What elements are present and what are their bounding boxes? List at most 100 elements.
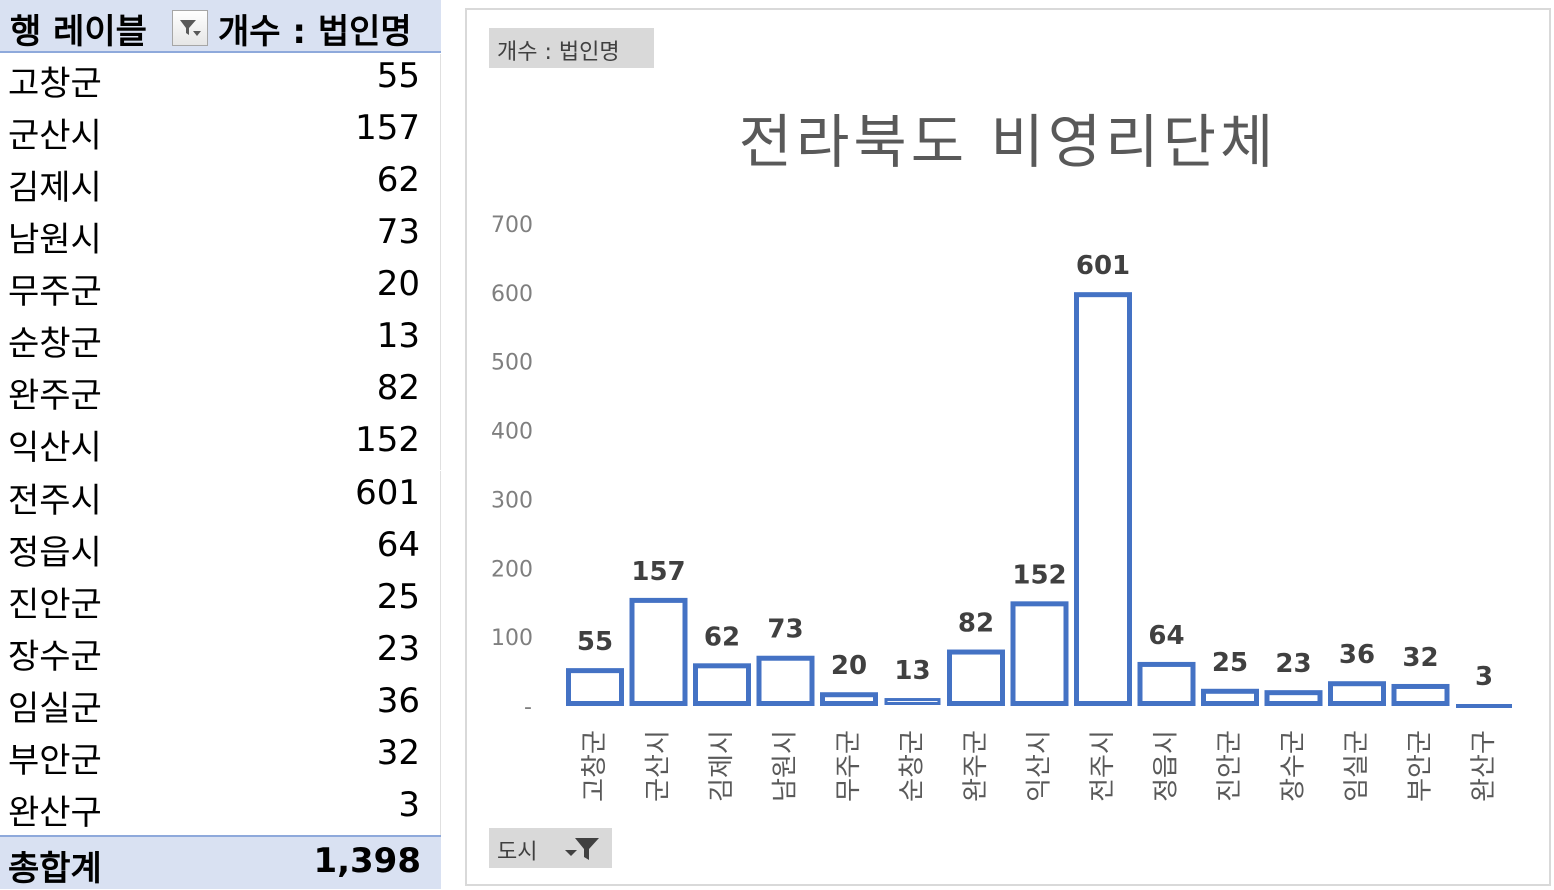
x-tick-label: 익산시 bbox=[1025, 730, 1055, 802]
row-value: 3 bbox=[398, 784, 420, 825]
row-label: 부안군 bbox=[8, 740, 102, 781]
bar[interactable] bbox=[629, 597, 688, 706]
row-label: 진안군 bbox=[8, 584, 102, 625]
row-filter-button[interactable] bbox=[172, 10, 208, 46]
row-value: 157 bbox=[355, 108, 420, 149]
pivot-row[interactable]: 부안군 32 bbox=[0, 730, 441, 783]
x-axis: 고창군 군산시 김제시 남원시 무주군 순창군 완주군 익산시 전주시 정읍시 진안군 장수군 임실군 부… bbox=[580, 730, 1499, 802]
row-value: 82 bbox=[376, 368, 420, 409]
bar[interactable] bbox=[1264, 690, 1323, 706]
row-value: 64 bbox=[376, 524, 420, 565]
data-label: 62 bbox=[704, 622, 740, 652]
row-label: 고창군 bbox=[8, 64, 102, 104]
bar[interactable] bbox=[1010, 601, 1069, 707]
pivot-table: 행 레이블 개수 : 법인명 고창군 55 군산시 157 김제시 62 남원시 73 무주군 2… bbox=[0, 0, 441, 889]
row-value: 13 bbox=[376, 316, 420, 357]
bar[interactable] bbox=[820, 692, 878, 707]
pivot-row[interactable]: 정읍시 64 bbox=[0, 522, 441, 575]
category-field-button[interactable]: 도시 bbox=[489, 828, 612, 868]
grand-total-value: 1,398 bbox=[313, 841, 421, 881]
row-value: 601 bbox=[355, 472, 420, 513]
pivot-header-row: 행 레이블 개수 : 법인명 bbox=[0, 0, 441, 53]
data-label: 25 bbox=[1212, 648, 1248, 678]
bar[interactable] bbox=[1456, 704, 1512, 708]
data-label: 64 bbox=[1148, 621, 1184, 651]
pivot-row[interactable]: 군산시 157 bbox=[0, 106, 441, 159]
bar[interactable] bbox=[884, 698, 941, 706]
row-label: 김제시 bbox=[8, 168, 102, 209]
pivot-row[interactable]: 임실군 36 bbox=[0, 678, 441, 731]
y-tick-label: 300 bbox=[491, 488, 533, 513]
data-label: 55 bbox=[577, 627, 613, 657]
bar[interactable] bbox=[1137, 661, 1196, 707]
bar[interactable] bbox=[947, 649, 1005, 707]
bar[interactable] bbox=[1328, 681, 1386, 706]
y-tick-label: 500 bbox=[491, 351, 533, 376]
row-value: 25 bbox=[376, 576, 420, 617]
data-label: 23 bbox=[1275, 649, 1311, 679]
x-tick-label: 전주시 bbox=[1088, 730, 1118, 802]
row-label: 장수군 bbox=[8, 636, 102, 677]
row-label: 남원시 bbox=[8, 220, 102, 261]
row-label: 순창군 bbox=[8, 324, 102, 365]
data-labels: 55 157 62 73 20 13 82 152 601 64 25 23 36 32 3 bbox=[577, 251, 1493, 692]
x-tick-label: 군산시 bbox=[644, 730, 674, 802]
data-label: 32 bbox=[1402, 643, 1438, 673]
row-label: 익산시 bbox=[8, 428, 102, 469]
data-label: 601 bbox=[1076, 251, 1130, 281]
grand-total-row: 총합계 1,398 bbox=[0, 835, 441, 889]
pivot-row[interactable]: 익산시 152 bbox=[0, 418, 441, 471]
row-value: 32 bbox=[376, 732, 420, 773]
x-tick-label: 정읍시 bbox=[1152, 730, 1182, 802]
pivot-row[interactable]: 순창군 13 bbox=[0, 314, 441, 367]
row-value: 20 bbox=[376, 264, 420, 305]
x-tick-label: 장수군 bbox=[1279, 730, 1309, 802]
row-label: 무주군 bbox=[8, 272, 102, 313]
row-label: 완주군 bbox=[8, 376, 102, 417]
y-tick-label: 700 bbox=[491, 213, 533, 238]
pivot-row[interactable]: 남원시 73 bbox=[0, 210, 441, 263]
row-value: 55 bbox=[376, 56, 420, 96]
y-tick-label: 400 bbox=[491, 420, 533, 445]
row-label: 군산시 bbox=[8, 116, 102, 157]
row-label: 임실군 bbox=[8, 688, 102, 729]
x-tick-label: 완산구 bbox=[1469, 730, 1499, 802]
bar[interactable] bbox=[1074, 292, 1132, 706]
value-field-button[interactable]: 개수 : 법인명 bbox=[489, 28, 654, 68]
data-label: 20 bbox=[831, 651, 867, 681]
pivot-row[interactable]: 고창군 55 bbox=[0, 54, 441, 106]
bar[interactable] bbox=[693, 663, 751, 707]
data-label: 82 bbox=[958, 609, 994, 639]
y-axis: - 100 200 300 400 500 600 700 bbox=[491, 213, 533, 720]
data-label: 13 bbox=[894, 656, 930, 686]
x-tick-label: 남원시 bbox=[771, 730, 801, 802]
row-value: 73 bbox=[376, 212, 420, 253]
pivot-row[interactable]: 전주시 601 bbox=[0, 470, 441, 523]
grand-total-label: 총합계 bbox=[8, 849, 102, 889]
x-tick-label: 부안군 bbox=[1406, 730, 1436, 802]
pivot-row[interactable]: 장수군 23 bbox=[0, 626, 441, 679]
row-label: 전주시 bbox=[8, 480, 102, 521]
pivot-row[interactable]: 김제시 62 bbox=[0, 158, 441, 211]
pivot-row[interactable]: 완산구 3 bbox=[0, 782, 441, 835]
pivot-row[interactable]: 진안군 25 bbox=[0, 574, 441, 627]
x-tick-label: 고창군 bbox=[580, 730, 610, 802]
x-tick-label: 임실군 bbox=[1342, 730, 1372, 802]
bar[interactable] bbox=[756, 655, 815, 707]
bar[interactable] bbox=[566, 668, 624, 707]
chart-title: 전라북도 비영리단체 bbox=[739, 108, 1278, 176]
y-tick-label: 600 bbox=[491, 282, 533, 307]
filter-icon bbox=[565, 838, 599, 860]
filter-dropdown-icon bbox=[180, 20, 201, 36]
row-labels-header: 행 레이블 bbox=[10, 12, 147, 52]
pivot-chart[interactable] bbox=[465, 8, 1551, 886]
y-tick-label: - bbox=[524, 695, 532, 720]
bar[interactable] bbox=[1391, 683, 1450, 706]
value-field-header: 개수 : 법인명 bbox=[218, 12, 412, 52]
pivot-row[interactable]: 무주군 20 bbox=[0, 262, 441, 315]
data-label: 73 bbox=[767, 615, 803, 645]
pivot-row[interactable]: 완주군 82 bbox=[0, 366, 441, 419]
bar[interactable] bbox=[1201, 688, 1259, 706]
row-label: 정읍시 bbox=[8, 532, 102, 573]
bar-series bbox=[566, 292, 1512, 708]
